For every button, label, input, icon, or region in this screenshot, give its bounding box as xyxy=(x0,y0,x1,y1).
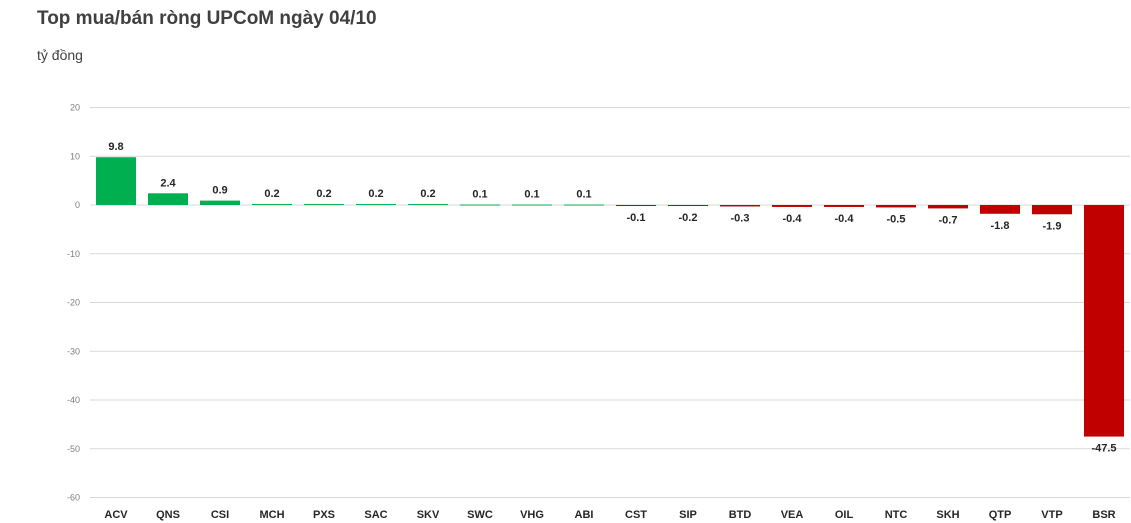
category-label: MCH xyxy=(259,509,284,521)
bar-swc xyxy=(459,204,501,206)
data-label: -1.9 xyxy=(1043,220,1062,232)
bar-vea xyxy=(771,205,813,207)
data-label: 0.2 xyxy=(316,188,331,200)
bar-ntc xyxy=(875,205,917,208)
category-label: VHG xyxy=(520,509,544,521)
data-label: -0.2 xyxy=(679,212,698,224)
data-labels: 9.8 2.4 0.9 0.2 0.2 0.2 0.2 0.1 0.1 0.1 -0.1 -0.2 -0… xyxy=(108,141,1116,454)
bar-sip xyxy=(667,205,709,206)
unit-label: tỷ đồng xyxy=(37,47,83,63)
category-label: BSR xyxy=(1092,509,1115,521)
category-label: ACV xyxy=(104,509,128,521)
y-tick-label: -30 xyxy=(67,346,80,356)
y-tick-label: 20 xyxy=(70,103,80,113)
category-label: CSI xyxy=(211,509,229,521)
chart-title: Top mua/bán ròng UPCoM ngày 04/10 xyxy=(37,8,377,29)
data-label: 9.8 xyxy=(108,141,123,153)
y-tick-label: 10 xyxy=(70,151,80,161)
data-label: 0.1 xyxy=(524,189,539,201)
y-tick-label: -50 xyxy=(67,444,80,454)
x-axis-categories: ACV QNS CSI MCH PXS SAC SKV SWC VHG ABI CST SIP BTD V… xyxy=(104,509,1115,521)
category-label: SKH xyxy=(936,509,959,521)
category-label: QTP xyxy=(989,509,1012,521)
category-label: BTD xyxy=(729,509,752,521)
bar-bsr xyxy=(1083,205,1125,437)
data-label: -0.5 xyxy=(887,213,906,225)
data-label: -0.3 xyxy=(731,212,750,224)
y-tick-label: -20 xyxy=(67,298,80,308)
gridlines xyxy=(90,107,1130,498)
bar-btd xyxy=(719,205,761,207)
data-label: -47.5 xyxy=(1091,443,1116,455)
category-label: SAC xyxy=(364,509,387,521)
data-label: -0.7 xyxy=(939,214,958,226)
category-label: SWC xyxy=(467,509,493,521)
bar-mch xyxy=(251,204,293,206)
data-label: -1.8 xyxy=(991,220,1010,232)
bar-pxs xyxy=(303,204,345,206)
data-label: -0.4 xyxy=(835,213,855,225)
category-label: QNS xyxy=(156,509,180,521)
category-label: SKV xyxy=(417,509,440,521)
category-label: ABI xyxy=(575,509,594,521)
data-label: 0.2 xyxy=(264,188,279,200)
data-label: -0.4 xyxy=(783,213,803,225)
bar-vtp xyxy=(1031,205,1073,215)
data-label: 0.2 xyxy=(420,188,435,200)
bars xyxy=(95,157,1125,437)
bar-abi xyxy=(563,204,605,206)
bar-qtp xyxy=(979,205,1021,214)
y-tick-label: -40 xyxy=(67,395,80,405)
data-label: 0.9 xyxy=(212,185,227,197)
category-label: VEA xyxy=(781,509,804,521)
category-label: PXS xyxy=(313,509,335,521)
y-tick-label: -60 xyxy=(67,493,80,503)
data-label: -0.1 xyxy=(627,212,646,224)
data-label: 0.1 xyxy=(576,189,591,201)
y-tick-label: -10 xyxy=(67,249,80,259)
bar-skv xyxy=(407,204,449,206)
category-label: SIP xyxy=(679,509,697,521)
bar-vhg xyxy=(511,204,553,206)
category-label: VTP xyxy=(1041,509,1062,521)
y-axis-ticks: 20 10 0 -10 -20 -30 -40 -50 -60 xyxy=(67,103,80,503)
category-label: CST xyxy=(625,509,647,521)
data-label: 2.4 xyxy=(160,177,176,189)
bar-csi xyxy=(199,200,241,205)
category-label: OIL xyxy=(835,509,854,521)
bar-sac xyxy=(355,204,397,206)
y-tick-label: 0 xyxy=(75,200,80,210)
bar-qns xyxy=(147,193,189,205)
bar-acv xyxy=(95,157,137,205)
bar-cst xyxy=(615,205,657,206)
bar-skh xyxy=(927,205,969,209)
bar-oil xyxy=(823,205,865,207)
category-label: NTC xyxy=(885,509,908,521)
data-label: 0.2 xyxy=(368,188,383,200)
data-label: 0.1 xyxy=(472,189,487,201)
